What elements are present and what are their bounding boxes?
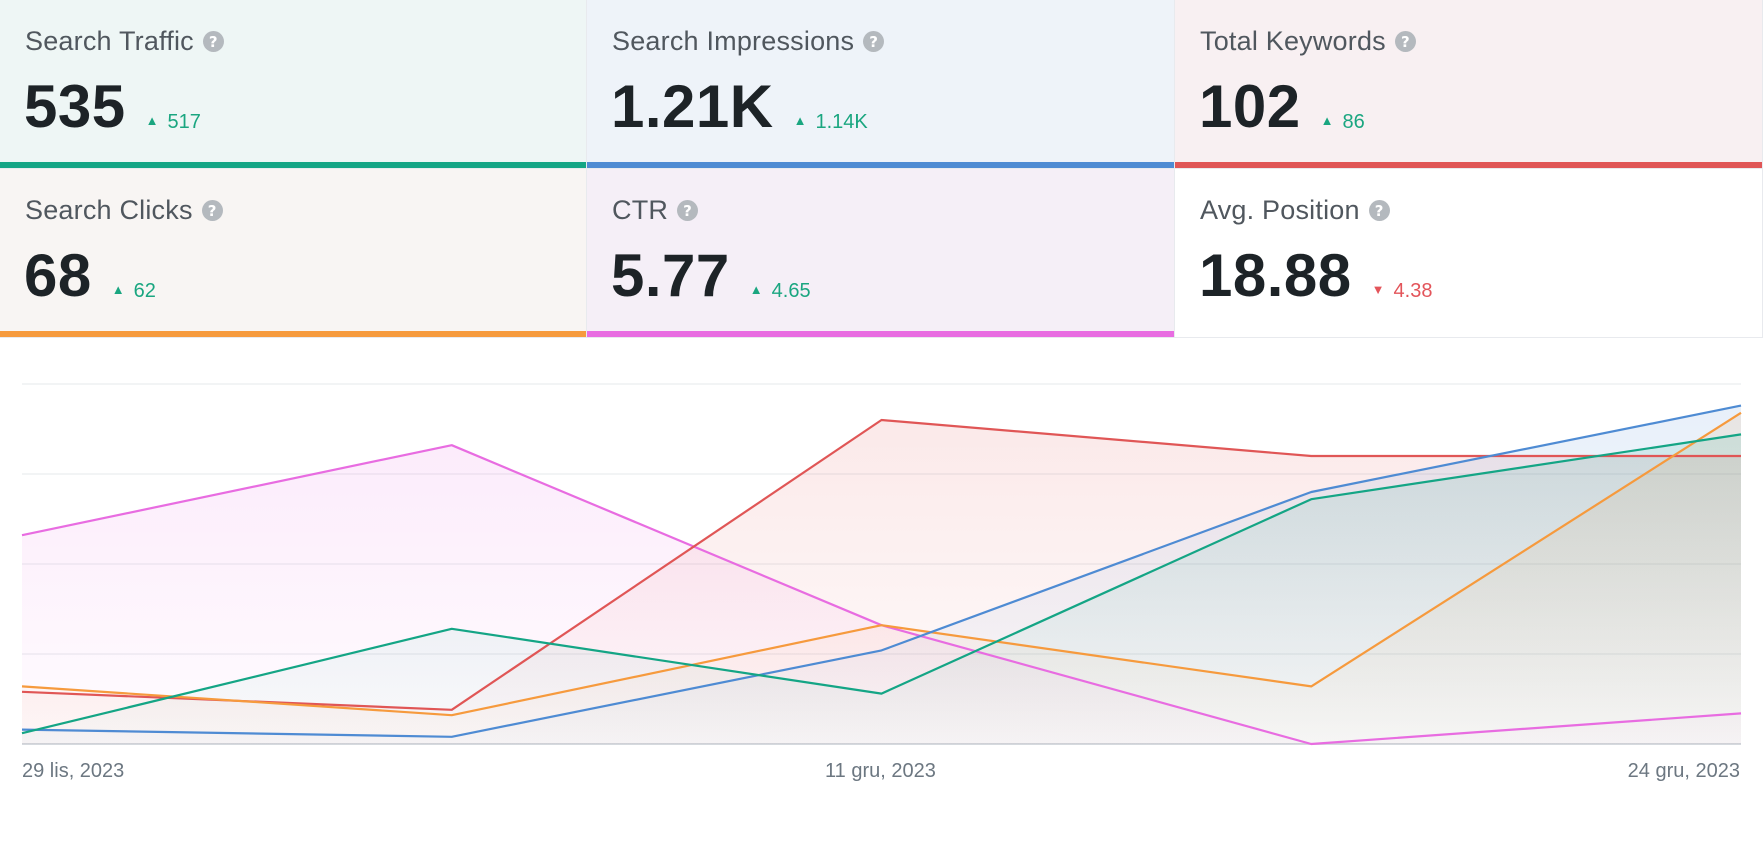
change-indicator: ▲ 62 xyxy=(112,280,156,303)
change-indicator: ▲ 517 xyxy=(146,111,201,134)
card-title: Search Impressions? xyxy=(612,26,885,57)
card-accent-bar xyxy=(0,331,586,337)
card-accent-bar xyxy=(587,162,1174,168)
card-title-text: Search Impressions xyxy=(612,26,855,56)
help-icon[interactable]: ? xyxy=(1394,31,1416,52)
change-value: 62 xyxy=(133,280,156,302)
card-search-clicks[interactable]: Search Clicks? 68 ▲ 62 xyxy=(0,169,587,338)
card-title-text: CTR xyxy=(612,195,669,225)
card-search-traffic[interactable]: Search Traffic? 535 ▲ 517 xyxy=(0,0,587,169)
change-value: 86 xyxy=(1342,111,1365,133)
card-value: 535 xyxy=(24,73,126,140)
help-icon[interactable]: ? xyxy=(201,200,223,221)
change-value: 1.14K xyxy=(815,111,868,133)
card-title: Avg. Position? xyxy=(1200,195,1390,226)
change-value: 4.38 xyxy=(1393,280,1433,302)
card-search-impressions[interactable]: Search Impressions? 1.21K ▲ 1.14K xyxy=(587,0,1175,169)
card-total-keywords[interactable]: Total Keywords? 102 ▲ 86 xyxy=(1175,0,1763,169)
help-icon[interactable]: ? xyxy=(202,31,224,52)
card-value: 5.77 xyxy=(611,242,730,309)
help-icon[interactable]: ? xyxy=(863,31,885,52)
x-tick-label: 29 lis, 2023 xyxy=(22,760,125,782)
card-title: CTR? xyxy=(612,195,699,226)
arrow-up-icon: ▲ xyxy=(145,113,159,128)
card-title-text: Search Traffic xyxy=(25,26,194,56)
x-tick-label: 11 gru, 2023 xyxy=(825,760,936,782)
card-accent-bar xyxy=(1175,162,1762,168)
card-title-text: Total Keywords xyxy=(1200,26,1386,56)
change-value: 4.65 xyxy=(771,280,811,302)
help-icon[interactable]: ? xyxy=(677,200,699,221)
series-area-4 xyxy=(22,434,1741,744)
change-indicator: ▲ 4.65 xyxy=(750,280,811,303)
card-avg-position[interactable]: Avg. Position? 18.88 ▼ 4.38 xyxy=(1175,169,1763,338)
arrow-up-icon: ▲ xyxy=(793,113,807,128)
x-tick-label: 24 gru, 2023 xyxy=(1627,760,1740,782)
change-indicator: ▲ 1.14K xyxy=(794,111,868,134)
card-title: Search Traffic? xyxy=(25,26,224,57)
change-value: 517 xyxy=(167,111,201,133)
arrow-down-icon: ▼ xyxy=(1371,282,1385,297)
stats-cards: Search Traffic? 535 ▲ 517 Search Impressio… xyxy=(0,0,1763,338)
card-value: 1.21K xyxy=(611,73,774,140)
card-value: 18.88 xyxy=(1199,242,1352,309)
arrow-up-icon: ▲ xyxy=(1320,113,1334,128)
card-value: 102 xyxy=(1199,73,1301,140)
arrow-up-icon: ▲ xyxy=(111,282,125,297)
arrow-up-icon: ▲ xyxy=(749,282,763,297)
card-value: 68 xyxy=(24,242,92,309)
help-icon[interactable]: ? xyxy=(1368,200,1390,221)
change-indicator: ▲ 86 xyxy=(1321,111,1365,134)
change-indicator: ▼ 4.38 xyxy=(1372,280,1433,303)
card-ctr[interactable]: CTR? 5.77 ▲ 4.65 xyxy=(587,169,1175,338)
card-title: Search Clicks? xyxy=(25,195,223,226)
card-accent-bar xyxy=(0,162,586,168)
card-title: Total Keywords? xyxy=(1200,26,1416,57)
card-accent-bar xyxy=(587,331,1174,337)
card-title-text: Avg. Position xyxy=(1200,195,1360,225)
area-chart[interactable] xyxy=(0,338,1763,842)
card-title-text: Search Clicks xyxy=(25,195,193,225)
